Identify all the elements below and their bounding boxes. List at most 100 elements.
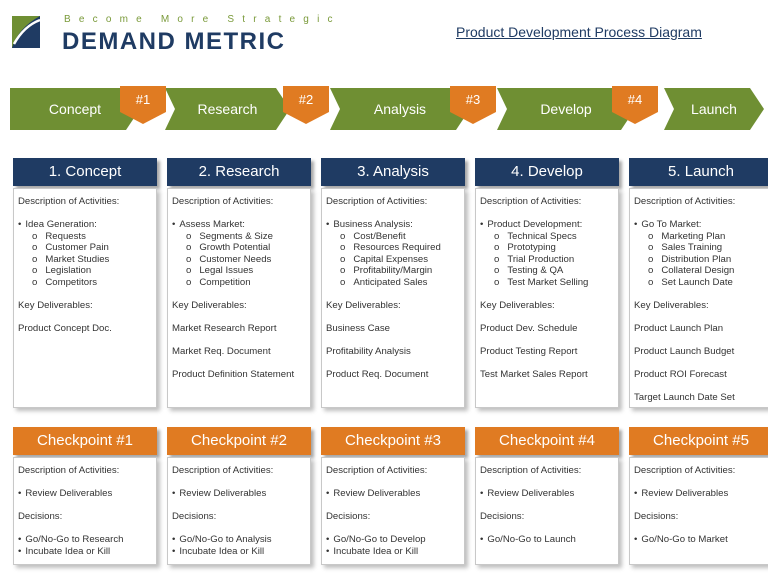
decision-item: Incubate Idea or Kill <box>18 546 152 558</box>
deliverable-item: Product ROI Forecast <box>634 368 727 380</box>
checkpoint-marker-4: #4 <box>612 86 658 124</box>
spacer <box>326 208 460 220</box>
activity-item: Test Market Selling <box>480 277 614 289</box>
activity-item: Competitors <box>18 277 152 289</box>
stage-label: Develop <box>540 101 592 117</box>
description-label: Description of Activities: <box>326 196 428 207</box>
deliverables-label: Key Deliverables: <box>480 299 555 311</box>
description-label: Description of Activities: <box>172 465 274 476</box>
spacer <box>172 357 306 369</box>
checkpoint-marker-3: #3 <box>450 86 496 124</box>
decisions-label: Decisions: <box>634 511 679 522</box>
decision-item: Incubate Idea or Kill <box>326 546 460 558</box>
demand-metric-logo: Become More Strategic DEMAND METRIC <box>10 12 332 56</box>
stage-arrow-shape <box>10 88 140 130</box>
activity-item: Legal Issues <box>172 265 306 277</box>
spacer <box>634 357 768 369</box>
checkpoint-header-3: Checkpoint #3 <box>321 427 465 455</box>
marker-label: #2 <box>298 92 314 107</box>
activity-item: Trial Production <box>480 254 614 266</box>
phase-header-2: 2. Research <box>167 158 311 186</box>
marker-shape <box>120 86 166 124</box>
decisions-label: Decisions: <box>18 511 63 522</box>
spacer <box>326 311 460 323</box>
logo-brand-name: DEMAND METRIC <box>62 28 286 55</box>
stage-label: Launch <box>691 101 737 117</box>
checkpoint-details-2: Description of Activities: Review Deliver… <box>167 457 311 565</box>
description-label: Description of Activities: <box>480 465 582 476</box>
description-label: Description of Activities: <box>18 196 120 207</box>
marker-label: #4 <box>627 92 643 107</box>
activity-item: Review Deliverables <box>634 488 768 500</box>
activity-heading: Go To Market: <box>634 219 768 231</box>
activity-item: Review Deliverables <box>480 488 614 500</box>
spacer <box>480 208 614 220</box>
deliverable-item: Market Research Report <box>172 322 277 334</box>
activity-item: Resources Required <box>326 242 460 254</box>
activity-item: Competition <box>172 277 306 289</box>
phase-details-4: Description of Activities: Product Develo… <box>475 188 619 408</box>
checkpoint-header-1: Checkpoint #1 <box>13 427 157 455</box>
activity-item: Review Deliverables <box>172 488 306 500</box>
spacer <box>18 311 152 323</box>
marker-shape <box>283 86 329 124</box>
spacer <box>172 500 306 512</box>
spacer <box>634 477 768 489</box>
deliverable-item: Market Req. Document <box>172 345 271 357</box>
deliverables-label: Key Deliverables: <box>172 299 247 311</box>
decisions-label: Decisions: <box>172 511 217 522</box>
deliverable-item: Product Launch Plan <box>634 322 724 334</box>
spacer <box>326 477 460 489</box>
spacer <box>18 208 152 220</box>
activity-item: Customer Pain <box>18 242 152 254</box>
stage-arrow-shape <box>497 88 635 130</box>
spacer <box>172 334 306 346</box>
checkpoint-header-5: Checkpoint #5 <box>629 427 768 455</box>
spacer <box>480 523 614 535</box>
activity-item: Collateral Design <box>634 265 768 277</box>
deliverable-item: Product Concept Doc. <box>18 322 112 334</box>
spacer <box>326 334 460 346</box>
spacer <box>172 288 306 300</box>
deliverable-item: Product Dev. Schedule <box>480 322 578 334</box>
spacer <box>480 357 614 369</box>
activity-item: Segments & Size <box>172 231 306 243</box>
marker-shape <box>612 86 658 124</box>
spacer <box>634 208 768 220</box>
deliverables-label: Key Deliverables: <box>634 299 709 311</box>
decision-item: Go/No-Go to Develop <box>326 534 460 546</box>
spacer <box>172 208 306 220</box>
activity-item: Legislation <box>18 265 152 277</box>
decision-item: Go/No-Go to Launch <box>480 534 614 546</box>
spacer <box>634 288 768 300</box>
description-label: Description of Activities: <box>480 196 582 207</box>
spacer <box>480 288 614 300</box>
spacer <box>634 380 768 392</box>
phase-header-1: 1. Concept <box>13 158 157 186</box>
decision-item: Go/No-Go to Market <box>634 534 768 546</box>
process-stage-develop: Develop <box>497 88 635 130</box>
phase-details-3: Description of Activities: Business Analy… <box>321 188 465 408</box>
spacer <box>634 523 768 535</box>
spacer <box>18 288 152 300</box>
activity-heading: Business Analysis: <box>326 219 460 231</box>
deliverable-item: Test Market Sales Report <box>480 368 588 380</box>
spacer <box>480 334 614 346</box>
activity-item: Sales Training <box>634 242 768 254</box>
activity-item: Growth Potential <box>172 242 306 254</box>
activity-item: Review Deliverables <box>18 488 152 500</box>
spacer <box>18 477 152 489</box>
phase-details-1: Description of Activities: Idea Generatio… <box>13 188 157 408</box>
phase-header-4: 4. Develop <box>475 158 619 186</box>
activity-item: Marketing Plan <box>634 231 768 243</box>
activity-item: Cost/Benefit <box>326 231 460 243</box>
spacer <box>480 500 614 512</box>
description-label: Description of Activities: <box>634 465 736 476</box>
decision-item: Go/No-Go to Research <box>18 534 152 546</box>
activity-item: Distribution Plan <box>634 254 768 266</box>
spacer <box>326 523 460 535</box>
stage-arrow-shape <box>165 88 290 130</box>
deliverable-item: Product Definition Statement <box>172 368 295 380</box>
checkpoint-marker-1: #1 <box>120 86 166 124</box>
stage-label: Concept <box>48 101 102 117</box>
